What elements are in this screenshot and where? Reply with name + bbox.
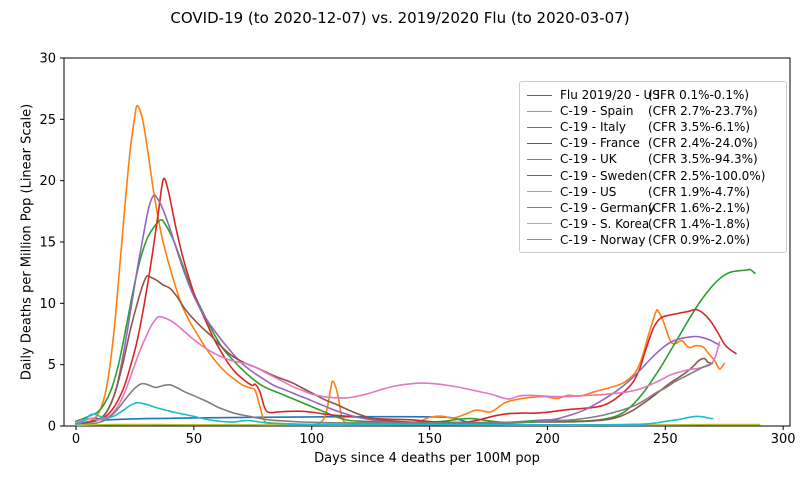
legend-item-germany: C-19 - Germany (CFR 1.6%-2.1%) [520,200,786,216]
y-tick-label: 5 [48,358,56,373]
x-tick-label: 250 [653,432,678,447]
x-tick-label: 300 [771,432,796,447]
legend-series-name: C-19 - Sweden [560,168,648,183]
y-tick-label: 0 [48,420,56,435]
x-tick-label: 0 [72,432,80,447]
x-tick-label: 150 [417,432,442,447]
legend-series-cfr: (CFR 1.9%-4.7%) [648,184,751,199]
legend-item-s-korea: C-19 - S. Korea (CFR 1.4%-1.8%) [520,216,786,232]
series-line-france [75,177,737,425]
legend-series-name: C-19 - S. Korea [560,216,650,231]
legend-series-cfr: (CFR 1.6%-2.1%) [648,200,751,215]
x-tick-label: 50 [186,432,203,447]
series-line-sweden [75,274,711,425]
legend-item-italy: C-19 - Italy (CFR 3.5%-6.1%) [520,119,786,135]
y-tick-label: 20 [39,174,56,189]
legend-series-cfr: (CFR 3.5%-6.1%) [648,120,751,135]
legend-line-swatch [527,142,552,144]
legend-series-cfr: (CFR 3.5%-94.3%) [648,152,758,167]
legend-series-name: C-19 - France [560,136,640,151]
legend-series-cfr: (CFR 2.5%-100.0%) [648,168,766,183]
legend-line-swatch [527,94,552,96]
legend-series-name: C-19 - UK [560,152,617,167]
legend: Flu 2019/20 - US( IFR 0.1%-0.1%) C-19 - S… [519,81,787,253]
series-line-uk [75,194,721,426]
y-tick-label: 10 [39,297,56,312]
legend-line-swatch [527,175,552,177]
legend-item-spain: C-19 - Spain (CFR 2.7%-23.7%) [520,103,786,119]
y-axis-label: Daily Deaths per Million Pop (Linear Sca… [19,103,35,381]
legend-series-name: C-19 - Germany [560,200,656,215]
series-line-germany [75,362,714,426]
legend-line-swatch [527,191,552,193]
y-tick-label: 30 [39,52,56,67]
legend-series-cfr: (CFR 0.9%-2.0%) [648,232,751,247]
x-tick-label: 200 [535,432,560,447]
legend-item-norway: C-19 - Norway (CFR 0.9%-2.0%) [520,232,786,248]
series-line-us [75,315,721,424]
x-tick-label: 100 [299,432,324,447]
legend-series-name: Flu 2019/20 - US [560,88,660,103]
series-line-italy [75,219,756,424]
legend-item-sweden: C-19 - Sweden (CFR 2.5%-100.0%) [520,167,786,183]
legend-line-swatch [527,239,552,241]
y-tick-label: 15 [39,236,56,251]
legend-series-name: C-19 - US [560,184,617,199]
legend-item-france: C-19 - France (CFR 2.4%-24.0%) [520,135,786,151]
legend-line-swatch [527,158,552,160]
legend-series-cfr: (CFR 1.4%-1.8%) [648,216,751,231]
legend-item-us: C-19 - US (CFR 1.9%-4.7%) [520,184,786,200]
legend-line-swatch [527,223,552,225]
legend-item-uk: C-19 - UK (CFR 3.5%-94.3%) [520,151,786,167]
legend-series-name: C-19 - Spain [560,104,634,119]
legend-line-swatch [527,207,552,209]
legend-line-swatch [527,126,552,128]
y-tick-label: 25 [39,113,56,128]
legend-series-name: C-19 - Italy [560,120,626,135]
series-line-norway [75,401,714,426]
legend-series-cfr: (CFR 2.7%-23.7%) [648,104,758,119]
legend-line-swatch [527,110,552,112]
x-axis-label: Days since 4 deaths per 100M pop [314,451,540,466]
chart-title: COVID-19 (to 2020-12-07) vs. 2019/2020 F… [170,9,630,27]
legend-series-cfr: (CFR 2.4%-24.0%) [648,136,758,151]
legend-item-flu-us: Flu 2019/20 - US( IFR 0.1%-0.1%) [520,87,786,103]
legend-series-name: C-19 - Norway [560,232,646,247]
legend-series-cfr: ( IFR 0.1%-0.1%) [648,88,750,103]
